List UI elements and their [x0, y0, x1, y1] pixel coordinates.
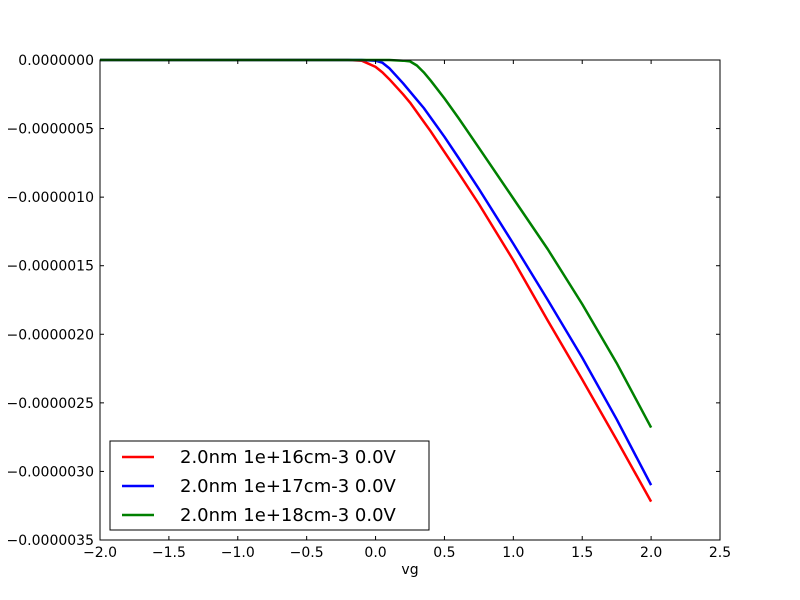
legend: 2.0nm 1e+16cm-3 0.0V 2.0nm 1e+17cm-3 0.0V… — [109, 440, 430, 531]
x-tick-label: −2.0 — [83, 545, 117, 561]
legend-label-3: 2.0nm 1e+18cm-3 0.0V — [180, 505, 397, 526]
y-tick-label: −0.0000025 — [7, 396, 94, 412]
x-axis-label: vg — [401, 562, 418, 578]
x-tick-label: −1.0 — [221, 545, 255, 561]
series-line-1 — [100, 58, 653, 503]
legend-box — [109, 440, 430, 531]
y-tick-label: 0.0000000 — [18, 53, 94, 69]
legend-label-1: 2.0nm 1e+16cm-3 0.0V — [180, 447, 397, 468]
legend-label-2: 2.0nm 1e+17cm-3 0.0V — [180, 476, 397, 497]
x-tick-label: 0.0 — [364, 545, 386, 561]
x-tick-label: −1.5 — [152, 545, 186, 561]
y-tick-label: −0.0000020 — [7, 327, 94, 343]
plot-frame — [99, 59, 721, 541]
x-tick-label: −0.5 — [290, 545, 324, 561]
y-tick-label: −0.0000035 — [7, 533, 94, 549]
ticks-layer: −2.0 −1.5 −1.0 −0.5 0.0 0.5 1.0 1.5 2.0 2.5 0.0000… — [7, 53, 732, 561]
y-tick-label: −0.0000010 — [7, 190, 94, 206]
x-tick-label: 1.0 — [502, 545, 524, 561]
y-tick-label: −0.0000015 — [7, 259, 94, 275]
x-tick-label: 2.5 — [709, 545, 731, 561]
x-tick-label: 1.5 — [571, 545, 593, 561]
x-tick-label: 0.5 — [433, 545, 455, 561]
y-tick-label: −0.0000030 — [7, 464, 94, 480]
x-tick-label: 2.0 — [640, 545, 662, 561]
y-tick-label: −0.0000005 — [7, 122, 94, 138]
